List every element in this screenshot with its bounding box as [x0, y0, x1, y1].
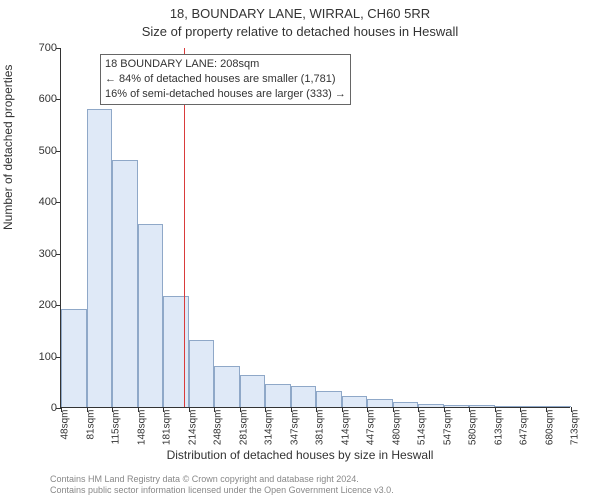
histogram-bar	[444, 405, 470, 407]
credits: Contains HM Land Registry data © Crown c…	[50, 474, 590, 497]
title-line-1: 18, BOUNDARY LANE, WIRRAL, CH60 5RR	[0, 6, 600, 21]
y-tick-mark	[56, 305, 61, 306]
y-tick-label: 0	[27, 402, 57, 414]
y-tick-label: 500	[27, 145, 57, 157]
x-tick-label: 48sqm	[60, 410, 71, 440]
chart-container: 18, BOUNDARY LANE, WIRRAL, CH60 5RR Size…	[0, 0, 600, 500]
x-tick-label: 181sqm	[162, 410, 173, 446]
x-tick-label: 381sqm	[315, 410, 326, 446]
x-tick-label: 680sqm	[544, 410, 555, 446]
x-tick-label: 115sqm	[111, 410, 122, 445]
plot-area: 010020030040050060070048sqm81sqm115sqm14…	[60, 48, 570, 408]
histogram-bar	[367, 399, 393, 407]
x-tick-label: 347sqm	[289, 410, 300, 446]
histogram-bar	[546, 406, 572, 407]
y-tick-label: 200	[27, 299, 57, 311]
y-tick-label: 100	[27, 351, 57, 363]
histogram-bar	[469, 405, 495, 407]
y-tick-label: 300	[27, 248, 57, 260]
histogram-bar	[61, 309, 87, 407]
x-tick-label: 81sqm	[85, 410, 96, 440]
histogram-bar	[265, 384, 291, 407]
annotation-line-2: ← 84% of detached houses are smaller (1,…	[105, 72, 346, 87]
x-tick-label: 514sqm	[417, 410, 428, 446]
x-tick-label: 281sqm	[238, 410, 249, 446]
x-tick-label: 314sqm	[264, 410, 275, 446]
x-tick-label: 414sqm	[340, 410, 351, 446]
y-tick-mark	[56, 254, 61, 255]
x-tick-label: 480sqm	[391, 410, 402, 446]
histogram-bar	[138, 224, 164, 407]
x-tick-label: 613sqm	[493, 410, 504, 446]
y-tick-mark	[56, 202, 61, 203]
histogram-bar	[214, 366, 240, 407]
x-tick-label: 447sqm	[366, 410, 377, 446]
histogram-bar	[316, 391, 342, 407]
y-tick-mark	[56, 151, 61, 152]
x-tick-label: 148sqm	[136, 410, 147, 446]
histogram-bar	[112, 160, 138, 407]
x-tick-label: 580sqm	[468, 410, 479, 446]
y-axis-label: Number of detached properties	[1, 65, 15, 230]
title-line-2: Size of property relative to detached ho…	[0, 24, 600, 39]
histogram-bar	[520, 406, 546, 407]
x-tick-label: 547sqm	[442, 410, 453, 446]
histogram-bar	[342, 396, 368, 407]
histogram-bar	[495, 406, 521, 407]
histogram-bar	[189, 340, 215, 407]
histogram-bar	[393, 402, 419, 407]
y-tick-label: 600	[27, 93, 57, 105]
annotation-box: 18 BOUNDARY LANE: 208sqm ← 84% of detach…	[100, 54, 351, 105]
x-tick-label: 713sqm	[570, 410, 581, 446]
y-tick-mark	[56, 48, 61, 49]
histogram-bar	[291, 386, 317, 407]
y-tick-label: 400	[27, 196, 57, 208]
x-tick-label: 214sqm	[187, 410, 198, 446]
y-tick-label: 700	[27, 42, 57, 54]
histogram-bar	[87, 109, 113, 407]
x-tick-label: 647sqm	[519, 410, 530, 446]
y-tick-mark	[56, 99, 61, 100]
histogram-bar	[418, 404, 444, 407]
x-tick-label: 248sqm	[213, 410, 224, 446]
annotation-line-3: 16% of semi-detached houses are larger (…	[105, 87, 346, 102]
credits-line-1: Contains HM Land Registry data © Crown c…	[50, 474, 590, 485]
annotation-line-1: 18 BOUNDARY LANE: 208sqm	[105, 57, 346, 72]
x-axis-label: Distribution of detached houses by size …	[0, 448, 600, 462]
histogram-bar	[240, 375, 266, 407]
credits-line-2: Contains public sector information licen…	[50, 485, 590, 496]
